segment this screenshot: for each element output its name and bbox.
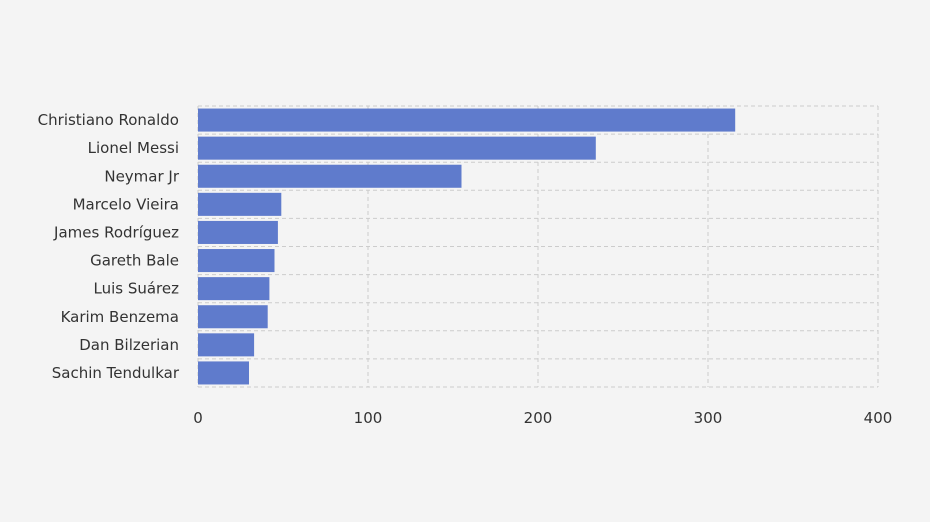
x-tick-label-0: 0 <box>193 409 203 427</box>
category-labels: Christiano Ronaldo Lionel Messi Neymar Jr M… <box>38 111 180 382</box>
x-axis-ticks: 0 100 200 300 400 <box>193 409 892 427</box>
bars <box>198 108 736 385</box>
bar-6[interactable] <box>198 277 270 301</box>
category-label-6: Luis Suárez <box>93 280 179 298</box>
bar-1[interactable] <box>198 136 596 160</box>
category-label-9: Sachin Tendulkar <box>52 364 180 382</box>
grid <box>197 105 879 388</box>
category-label-8: Dan Bilzerian <box>79 336 179 354</box>
category-label-4: James Rodríguez <box>53 223 179 241</box>
category-label-3: Marcelo Vieira <box>73 195 179 213</box>
bar-2[interactable] <box>198 164 462 188</box>
x-tick-label-300: 300 <box>694 409 723 427</box>
category-label-1: Lionel Messi <box>88 139 179 157</box>
bar-5[interactable] <box>198 249 275 273</box>
x-tick-label-200: 200 <box>524 409 553 427</box>
bar-4[interactable] <box>198 220 278 244</box>
x-tick-label-400: 400 <box>864 409 893 427</box>
category-label-2: Neymar Jr <box>104 167 179 185</box>
x-tick-label-100: 100 <box>354 409 383 427</box>
category-label-7: Karim Benzema <box>61 308 179 326</box>
bar-3[interactable] <box>198 192 282 216</box>
bar-8[interactable] <box>198 333 255 357</box>
category-label-5: Gareth Bale <box>90 252 179 270</box>
category-label-0: Christiano Ronaldo <box>38 111 179 129</box>
bar-9[interactable] <box>198 361 249 385</box>
bar-7[interactable] <box>198 305 268 329</box>
bar-0[interactable] <box>198 108 736 132</box>
